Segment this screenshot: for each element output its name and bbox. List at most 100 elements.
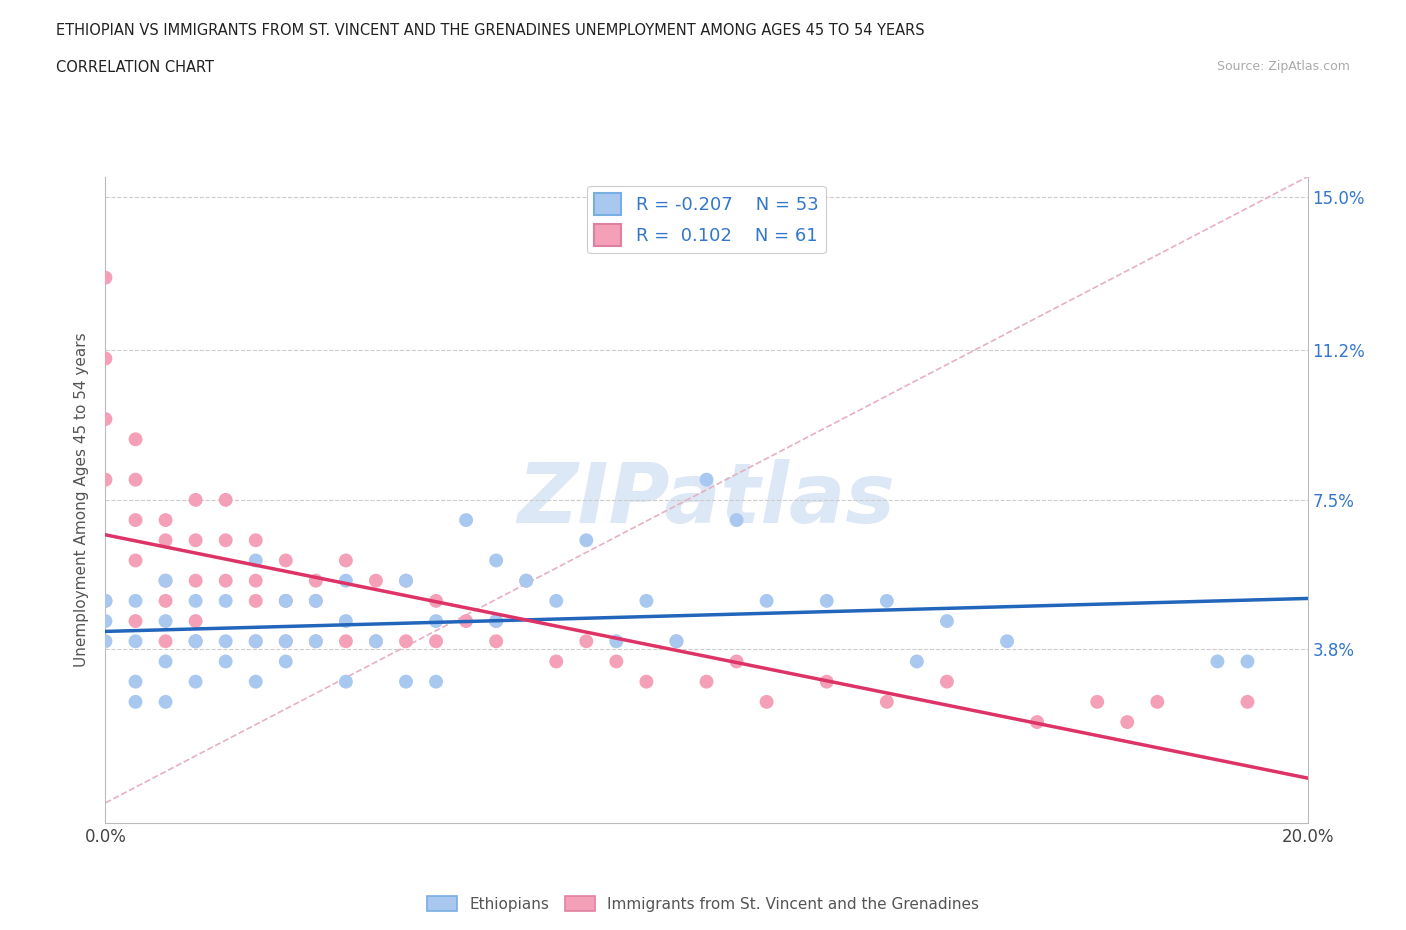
- Point: [454, 614, 477, 629]
- Point: [184, 674, 207, 689]
- Point: [124, 614, 146, 629]
- Point: [124, 553, 146, 568]
- Point: [214, 634, 236, 649]
- Point: [155, 634, 177, 649]
- Point: [124, 432, 146, 446]
- Point: [245, 674, 267, 689]
- Point: [184, 533, 207, 548]
- Point: [124, 674, 146, 689]
- Point: [155, 695, 177, 710]
- Point: [155, 573, 177, 588]
- Point: [214, 654, 236, 669]
- Point: [305, 634, 328, 649]
- Point: [274, 634, 297, 649]
- Point: [395, 573, 418, 588]
- Point: [245, 533, 267, 548]
- Point: [305, 634, 328, 649]
- Text: ZIPatlas: ZIPatlas: [517, 459, 896, 540]
- Point: [605, 634, 627, 649]
- Point: [94, 412, 117, 427]
- Point: [636, 674, 658, 689]
- Point: [485, 614, 508, 629]
- Point: [364, 634, 387, 649]
- Text: Source: ZipAtlas.com: Source: ZipAtlas.com: [1216, 60, 1350, 73]
- Point: [274, 593, 297, 608]
- Point: [1236, 695, 1258, 710]
- Point: [665, 634, 688, 649]
- Point: [485, 614, 508, 629]
- Point: [815, 674, 838, 689]
- Point: [214, 533, 236, 548]
- Point: [425, 614, 447, 629]
- Point: [696, 472, 718, 487]
- Point: [245, 593, 267, 608]
- Point: [485, 634, 508, 649]
- Point: [94, 351, 117, 365]
- Point: [124, 593, 146, 608]
- Point: [485, 553, 508, 568]
- Point: [1206, 654, 1229, 669]
- Point: [605, 654, 627, 669]
- Point: [305, 573, 328, 588]
- Point: [184, 634, 207, 649]
- Point: [425, 634, 447, 649]
- Point: [665, 634, 688, 649]
- Point: [305, 593, 328, 608]
- Point: [124, 634, 146, 649]
- Point: [245, 573, 267, 588]
- Point: [755, 593, 778, 608]
- Point: [94, 634, 117, 649]
- Point: [155, 614, 177, 629]
- Point: [755, 695, 778, 710]
- Point: [335, 674, 357, 689]
- Point: [245, 634, 267, 649]
- Point: [214, 493, 236, 508]
- Point: [454, 512, 477, 527]
- Text: ETHIOPIAN VS IMMIGRANTS FROM ST. VINCENT AND THE GRENADINES UNEMPLOYMENT AMONG A: ETHIOPIAN VS IMMIGRANTS FROM ST. VINCENT…: [56, 23, 925, 38]
- Point: [725, 512, 748, 527]
- Point: [245, 553, 267, 568]
- Point: [936, 614, 959, 629]
- Point: [395, 674, 418, 689]
- Point: [335, 634, 357, 649]
- Point: [725, 654, 748, 669]
- Point: [425, 593, 447, 608]
- Point: [395, 634, 418, 649]
- Point: [274, 553, 297, 568]
- Point: [184, 634, 207, 649]
- Point: [815, 593, 838, 608]
- Point: [1026, 714, 1049, 729]
- Point: [124, 695, 146, 710]
- Point: [94, 271, 117, 286]
- Point: [335, 614, 357, 629]
- Point: [124, 472, 146, 487]
- Point: [876, 695, 898, 710]
- Point: [876, 593, 898, 608]
- Point: [184, 593, 207, 608]
- Point: [905, 654, 928, 669]
- Point: [155, 573, 177, 588]
- Point: [1146, 695, 1168, 710]
- Point: [936, 674, 959, 689]
- Point: [245, 634, 267, 649]
- Point: [155, 654, 177, 669]
- Text: CORRELATION CHART: CORRELATION CHART: [56, 60, 214, 75]
- Point: [305, 593, 328, 608]
- Point: [335, 573, 357, 588]
- Point: [335, 553, 357, 568]
- Point: [546, 654, 568, 669]
- Point: [364, 634, 387, 649]
- Point: [1116, 714, 1139, 729]
- Point: [515, 573, 537, 588]
- Point: [94, 472, 117, 487]
- Point: [1236, 654, 1258, 669]
- Legend: Ethiopians, Immigrants from St. Vincent and the Grenadines: Ethiopians, Immigrants from St. Vincent …: [420, 889, 986, 918]
- Point: [214, 573, 236, 588]
- Point: [274, 634, 297, 649]
- Point: [636, 593, 658, 608]
- Point: [184, 573, 207, 588]
- Point: [274, 654, 297, 669]
- Point: [155, 533, 177, 548]
- Legend: R = -0.207    N = 53, R =  0.102    N = 61: R = -0.207 N = 53, R = 0.102 N = 61: [588, 186, 825, 253]
- Point: [395, 573, 418, 588]
